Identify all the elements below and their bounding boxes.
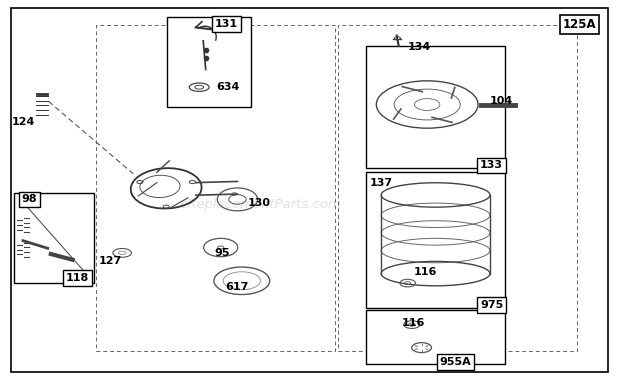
Bar [366,172,505,308]
Text: 133: 133 [480,160,503,170]
Bar [366,310,505,364]
Text: 137: 137 [370,178,393,188]
Text: 95: 95 [215,248,229,258]
Bar [366,46,505,168]
Text: 116: 116 [402,318,425,328]
Text: 617: 617 [225,282,249,292]
Bar [338,25,577,351]
Text: 118: 118 [66,273,89,283]
Text: 127: 127 [99,256,122,265]
Bar [96,25,335,351]
Text: 116: 116 [414,267,438,277]
Text: eReplacementParts.com: eReplacementParts.com [179,198,342,211]
Text: 104: 104 [490,96,513,106]
Bar [167,17,251,107]
Text: 130: 130 [248,198,271,208]
Text: 124: 124 [12,117,35,127]
Text: 634: 634 [216,82,240,92]
Bar [14,193,94,283]
Text: 955A: 955A [440,357,472,367]
Text: 131: 131 [215,19,238,29]
Text: 975: 975 [480,300,503,310]
Text: 125A: 125A [563,18,596,31]
Text: 134: 134 [408,42,432,52]
Text: 98: 98 [21,194,37,204]
